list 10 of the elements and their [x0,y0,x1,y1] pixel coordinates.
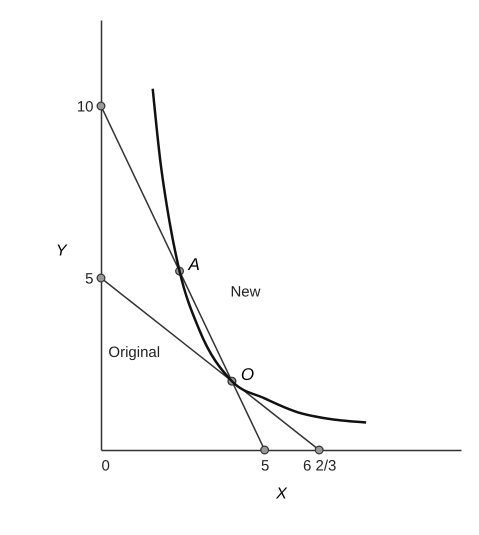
text: New [230,283,261,300]
annotation: A [188,255,200,274]
y-tick-label: 10 [76,98,94,116]
annotation: O [240,365,254,384]
x-tick-label: 5 [260,458,270,474]
series-label: Original [108,344,160,362]
x-axis-title: X [275,486,288,502]
y-axis-title: Y [56,242,68,260]
x-tick-label: 0 [102,458,110,474]
x-tick-label: 6 2/3 [302,458,336,474]
